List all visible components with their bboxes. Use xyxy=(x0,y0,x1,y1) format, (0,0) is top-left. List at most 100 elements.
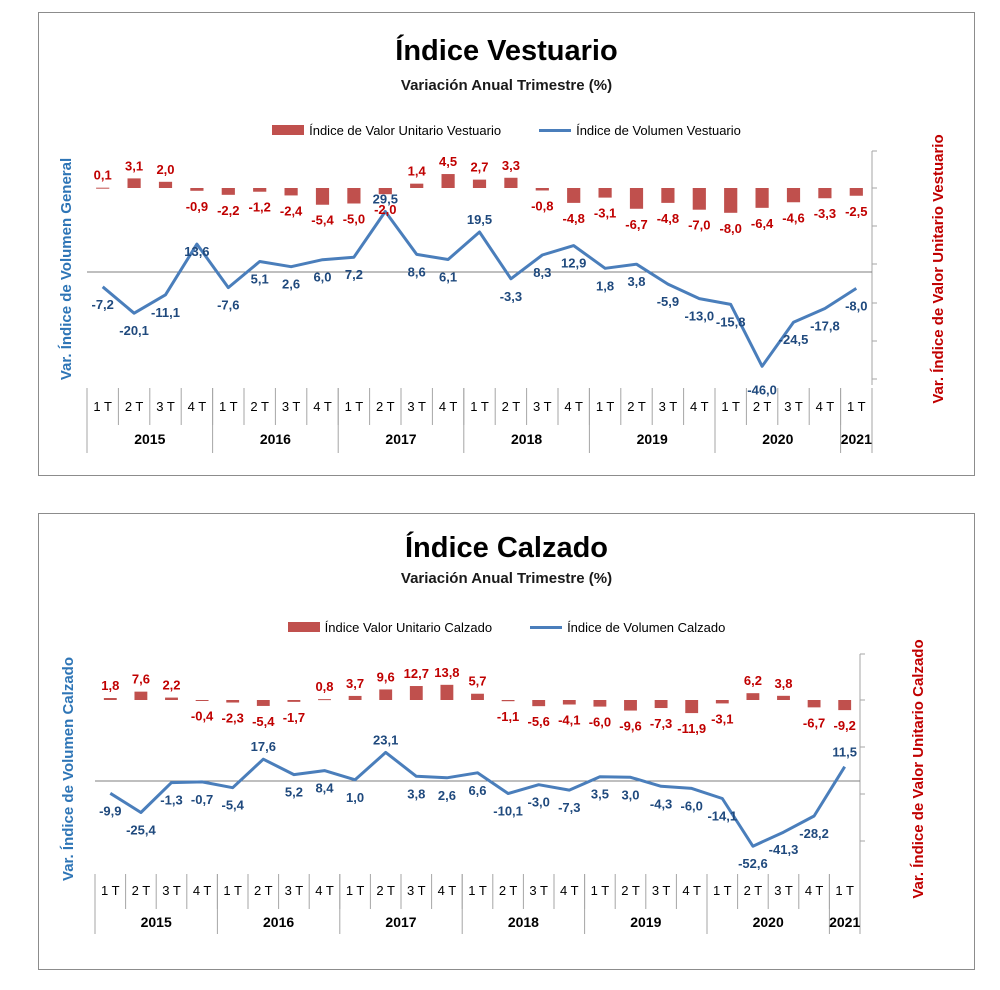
line-value-label: 2,6 xyxy=(282,277,300,292)
quarter-tick-label: 3 T xyxy=(156,399,175,414)
quarter-tick-label: 1 T xyxy=(591,883,610,898)
bar-value-label: -7,3 xyxy=(650,716,672,731)
bar-value-label: -1,1 xyxy=(497,709,519,724)
quarter-tick-label: 1 T xyxy=(101,883,120,898)
quarter-tick-label: 4 T xyxy=(690,399,709,414)
year-tick-label: 2015 xyxy=(141,914,172,930)
bar-value-label: 2,0 xyxy=(156,162,174,177)
chart-legend: Índice Valor Unitario Calzado Índice de … xyxy=(39,616,974,638)
bar-value-label: -6,0 xyxy=(589,715,611,730)
year-tick-label: 2020 xyxy=(753,914,784,930)
year-tick-label: 2020 xyxy=(762,431,793,447)
bar xyxy=(96,187,110,189)
bar xyxy=(440,684,454,700)
bar-value-label: 9,6 xyxy=(377,669,395,684)
chart-panel-calzado: Índice Calzado Variación Anual Trimestre… xyxy=(38,513,975,970)
bar xyxy=(755,188,769,208)
quarter-tick-label: 1 T xyxy=(346,883,365,898)
bar-value-label: 6,2 xyxy=(744,673,762,688)
bar xyxy=(624,700,637,711)
year-tick-label: 2015 xyxy=(134,431,165,447)
chart-subtitle: Variación Anual Trimestre (%) xyxy=(400,77,613,94)
right-axis-title: Var. Índice de Valor Unitario Vestuario xyxy=(930,134,947,403)
quarter-tick-label: 1 T xyxy=(223,883,242,898)
bar-value-label: -9,2 xyxy=(833,718,855,733)
quarter-tick-label: 4 T xyxy=(682,883,701,898)
chart-title: Índice Calzado xyxy=(404,532,609,564)
chart-plot-calzado: 1,8 7,6 2,2 -0,4 -2,3 -5,4 -1,7 0,8 3,7 9,6 12,7 13… xyxy=(60,639,927,934)
bar xyxy=(315,188,330,205)
bar xyxy=(629,188,644,209)
line-value-label: 1,8 xyxy=(596,278,614,293)
bar-value-label: -2,4 xyxy=(280,203,303,218)
quarter-tick-label: 1 T xyxy=(713,883,732,898)
year-tick-label: 2016 xyxy=(260,431,291,447)
bar-value-label: 3,8 xyxy=(774,676,792,691)
line-value-label: 8,4 xyxy=(315,781,334,796)
bar xyxy=(532,700,546,707)
right-axis-title: Var. Índice de Valor Unitario Calzado xyxy=(910,639,927,898)
quarter-tick-label: 2 T xyxy=(502,399,521,414)
line-value-label: -25,4 xyxy=(126,822,156,837)
left-axis-title: Var. Índice de Volumen Calzado xyxy=(60,657,77,881)
quarter-tick-label: 2 T xyxy=(753,399,772,414)
bar xyxy=(849,188,863,196)
bar xyxy=(348,695,362,700)
line-value-label: -52,6 xyxy=(738,856,768,871)
bar-value-label: -6,4 xyxy=(751,216,774,231)
quarter-tick-label: 4 T xyxy=(560,883,579,898)
line-value-label: -0,7 xyxy=(191,792,213,807)
bar-value-label: -0,8 xyxy=(531,198,553,213)
bar xyxy=(409,686,423,700)
legend-item-bar: Índice de Valor Unitario Vestuario xyxy=(272,123,501,138)
bar-value-label: -6,7 xyxy=(625,217,647,232)
quarter-tick-label: 3 T xyxy=(407,399,426,414)
quarter-tick-label: 3 T xyxy=(774,883,793,898)
bar xyxy=(715,700,729,704)
bar-value-label: -1,2 xyxy=(248,200,270,215)
bar xyxy=(226,700,240,703)
line-value-label: 8,3 xyxy=(533,265,551,280)
bar-value-label: -3,1 xyxy=(594,206,616,221)
quarter-tick-label: 1 T xyxy=(835,883,854,898)
bar xyxy=(284,188,298,196)
line-value-label: 23,1 xyxy=(373,732,398,747)
bar-value-label: 7,6 xyxy=(132,672,150,687)
quarter-tick-label: 1 T xyxy=(470,399,489,414)
bar xyxy=(287,700,301,702)
bar-value-label: -0,4 xyxy=(191,708,214,723)
line-value-label: -13,0 xyxy=(684,309,714,324)
volume-line xyxy=(109,750,846,848)
bar-value-label: -4,1 xyxy=(558,713,580,728)
line-value-label: -3,3 xyxy=(500,289,522,304)
quarter-tick-label: 4 T xyxy=(439,399,458,414)
line-value-label: 5,2 xyxy=(285,785,303,800)
quarter-tick-label: 4 T xyxy=(438,883,457,898)
bar xyxy=(593,700,607,707)
bar xyxy=(318,699,331,701)
bar xyxy=(195,700,209,701)
quarter-tick-label: 1 T xyxy=(847,399,866,414)
quarter-tick-label: 4 T xyxy=(315,883,334,898)
bar-value-label: -2,3 xyxy=(221,711,243,726)
line-value-label: 1,0 xyxy=(346,790,364,805)
line-value-label: 7,2 xyxy=(345,267,363,282)
bar xyxy=(535,188,549,191)
quarter-tick-label: 4 T xyxy=(313,399,332,414)
bar-value-label: -8,0 xyxy=(719,221,741,236)
line-value-label: -5,9 xyxy=(657,294,679,309)
bar-value-label: 5,7 xyxy=(468,674,486,689)
quarter-tick-label: 2 T xyxy=(744,883,763,898)
left-axis-title: Var. Índice de Volumen General xyxy=(58,158,75,380)
chart-legend: Índice de Valor Unitario Vestuario Índic… xyxy=(39,119,974,141)
bar-value-label: 3,1 xyxy=(125,158,143,173)
line-value-label: 29,5 xyxy=(373,192,398,207)
bar xyxy=(256,700,270,706)
legend-line-swatch xyxy=(539,128,572,132)
bar xyxy=(685,700,699,714)
line-value-label: -41,3 xyxy=(769,842,799,857)
quarter-tick-label: 3 T xyxy=(407,883,426,898)
year-tick-label: 2021 xyxy=(829,914,860,930)
line-value-label: 8,6 xyxy=(408,264,426,279)
line-value-label: -14,1 xyxy=(707,808,737,823)
